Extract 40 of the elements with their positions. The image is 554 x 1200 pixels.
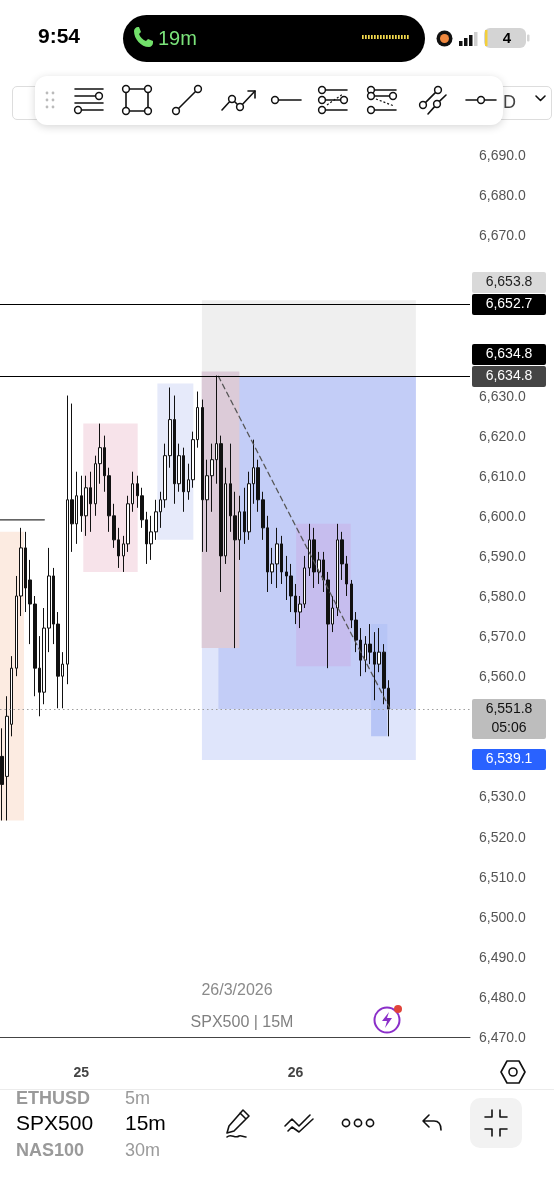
text: NAS100: [16, 1140, 85, 1161]
y-tick-label: 6,530.0: [479, 788, 526, 805]
x-tick-label: 25: [73, 1064, 90, 1080]
y-tick-label: 6,630.0: [479, 387, 526, 404]
text: 05:06: [490, 717, 528, 737]
text: SPX500 | 15M: [190, 1012, 294, 1030]
y-tick-label: 6,590.0: [479, 547, 526, 564]
text: D: [503, 92, 516, 113]
ref-line-label: 6,652.7: [472, 294, 546, 314]
y-tick-label: 6,690.0: [479, 147, 526, 163]
text: 6,653.8: [472, 272, 546, 292]
text: 6,634.8: [472, 365, 546, 385]
candlestick: [84, 475, 88, 537]
text: 9:54: [38, 24, 81, 49]
x-tick-label: 26: [287, 1064, 304, 1080]
y-tick-label: 6,680.0: [479, 187, 526, 204]
y-tick-label: 6,520.0: [479, 828, 526, 845]
y-tick-label: 6,560.0: [479, 668, 526, 685]
y-tick-label: 6,510.0: [479, 868, 526, 885]
y-tick-label: 6,500.0: [479, 908, 526, 925]
text: 5m: [125, 1088, 151, 1109]
y-tick-label: 6,620.0: [479, 427, 526, 444]
ref-line-label: 6,551.8: [484, 698, 534, 718]
text: SPX500: [16, 1111, 94, 1136]
y-tick-label: 6,670.0: [479, 227, 526, 244]
y-tick-label: 6,570.0: [479, 628, 526, 645]
text: 6,539.1: [472, 749, 546, 769]
y-tick-label: 6,610.0: [479, 467, 526, 484]
y-tick-label: 6,490.0: [479, 948, 526, 965]
text: 4: [502, 29, 512, 47]
ref-line-label: 6,634.8: [472, 343, 546, 363]
annotation: 26/3/2026: [201, 980, 273, 1000]
text: 15m: [125, 1111, 166, 1136]
text: 19m: [158, 27, 197, 50]
y-tick-label: 6,480.0: [479, 988, 526, 1005]
text: ETHUSD: [16, 1088, 91, 1109]
text: 30m: [125, 1140, 161, 1161]
y-tick-label: 6,600.0: [479, 507, 526, 524]
y-tick-label: 6,580.0: [479, 588, 526, 604]
y-tick-label: 6,470.0: [479, 1029, 526, 1045]
